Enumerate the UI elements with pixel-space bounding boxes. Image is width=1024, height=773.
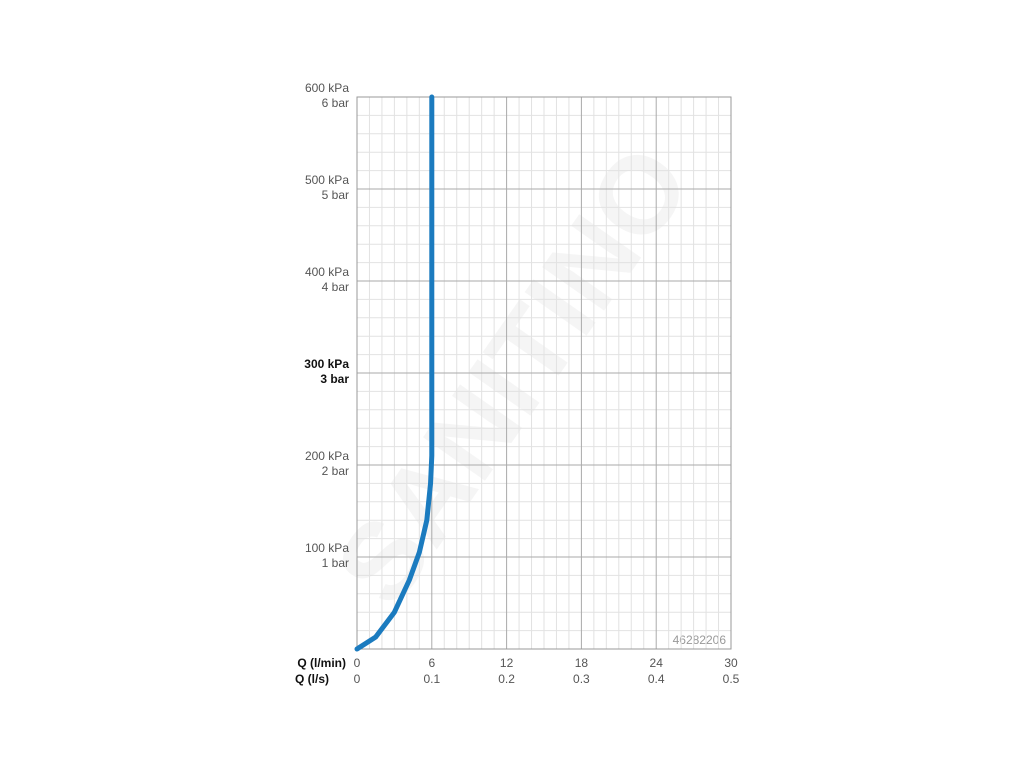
y2-tick-label: 1 bar: [322, 556, 349, 570]
y2-tick-label: 4 bar: [322, 280, 349, 294]
annotation: 46282206: [673, 633, 727, 647]
y2-tick-label: 5 bar: [322, 188, 349, 202]
x2-tick-label: 0.5: [723, 672, 740, 686]
x-tick-label: 0: [354, 656, 361, 670]
watermark: SANITINO: [312, 125, 714, 626]
y-tick-label: 300 kPa: [304, 357, 349, 371]
y-tick-label: 600 kPa: [305, 81, 349, 95]
x2-tick-label: 0.2: [498, 672, 515, 686]
x-tick-label: 12: [500, 656, 514, 670]
x2-axis-label: Q (l/s): [295, 672, 329, 686]
x-axis-label: Q (l/min): [297, 656, 346, 670]
y-tick-label: 500 kPa: [305, 173, 349, 187]
x2-tick-label: 0.3: [573, 672, 590, 686]
x-tick-label: 18: [575, 656, 589, 670]
y-tick-label: 400 kPa: [305, 265, 349, 279]
y2-tick-label: 6 bar: [322, 96, 349, 110]
flow-curve: [354, 94, 435, 652]
y-tick-label: 200 kPa: [305, 449, 349, 463]
plot-frame: [356, 96, 732, 650]
y-tick-label: 100 kPa: [305, 541, 349, 555]
x2-tick-label: 0.4: [648, 672, 665, 686]
x-tick-label: 24: [650, 656, 664, 670]
x-tick-label: 6: [428, 656, 435, 670]
x2-tick-label: 0: [354, 672, 361, 686]
x-tick-label: 30: [724, 656, 738, 670]
y2-tick-label: 2 bar: [322, 464, 349, 478]
y2-tick-label: 3 bar: [320, 372, 349, 386]
x2-tick-label: 0.1: [423, 672, 440, 686]
